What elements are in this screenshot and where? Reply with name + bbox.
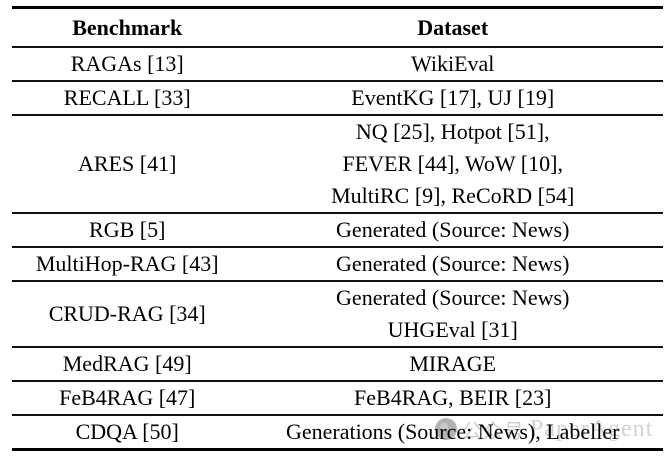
dataset-line: MultiRC [9], ReCoRD [54] [331, 183, 575, 208]
dataset-line: EventKG [17], UJ [19] [351, 85, 555, 110]
benchmark-cell: FeB4RAG [47] [12, 380, 243, 415]
dataset-cell: Generated (Source: News) UHGEval [31] [242, 280, 663, 347]
table-row-ragas: RAGAs [13] WikiEval [12, 47, 663, 81]
benchmark-cell: CRUD-RAG [34] [12, 280, 243, 347]
benchmark-cell: RGB [5] [12, 212, 243, 247]
table-header-row: Benchmark Dataset [12, 7, 663, 48]
dataset-cell: NQ [25], Hotpot [51], FEVER [44], WoW [1… [242, 114, 663, 213]
dataset-cell: Generations (Source: News), Labeller [242, 414, 663, 450]
dataset-line: Generated (Source: News) [336, 251, 570, 276]
dataset-line: Generated (Source: News) [336, 285, 570, 310]
benchmark-cell: RAGAs [13] [70, 51, 184, 76]
column-header-benchmark: Benchmark [12, 7, 243, 48]
table-row-recall: RECALL [33] EventKG [17], UJ [19] [12, 80, 663, 115]
column-header-dataset: Dataset [242, 7, 663, 48]
benchmark-cell: CDQA [50] [12, 414, 243, 450]
dataset-line: FEVER [44], WoW [10], [342, 151, 563, 176]
table-row-crud-rag: CRUD-RAG [34] Generated (Source: News) U… [12, 280, 663, 347]
table-row-rgb: RGB [5] Generated (Source: News) [12, 212, 663, 247]
table-row-medrag: MedRAG [49] MIRAGE [12, 346, 663, 381]
benchmark-dataset-table: Benchmark Dataset RAGAs [13] WikiEval RE… [12, 6, 663, 451]
dataset-line: FeB4RAG, BEIR [23] [354, 385, 552, 410]
benchmark-cell: RECALL [33] [12, 80, 243, 115]
table-row-feb4rag: FeB4RAG [47] FeB4RAG, BEIR [23] [12, 380, 663, 415]
dataset-cell: EventKG [17], UJ [19] [242, 80, 663, 115]
benchmark-cell: MedRAG [49] [12, 346, 243, 381]
dataset-cell: Generated (Source: News) [242, 212, 663, 247]
table-row-ares: ARES [41] NQ [25], Hotpot [51], FEVER [4… [12, 114, 663, 213]
dataset-cell: WikiEval [242, 47, 663, 81]
dataset-cell: Generated (Source: News) [242, 246, 663, 281]
dataset-line: UHGEval [31] [387, 317, 518, 342]
table-row-multihop-rag: MultiHop-RAG [43] Generated (Source: New… [12, 246, 663, 281]
benchmark-cell: MultiHop-RAG [43] [12, 246, 243, 281]
dataset-cell: MIRAGE [242, 346, 663, 381]
table-row-cdqa: CDQA [50] Generations (Source: News), La… [12, 414, 663, 450]
dataset-line: WikiEval [411, 51, 495, 76]
dataset-line: Generated (Source: News) [336, 217, 570, 242]
dataset-line: Generations (Source: News), Labeller [285, 419, 620, 444]
dataset-line: MIRAGE [409, 351, 497, 376]
dataset-cell: FeB4RAG, BEIR [23] [242, 380, 663, 415]
benchmark-cell: ARES [41] [12, 114, 243, 213]
dataset-line: NQ [25], Hotpot [51], [355, 119, 550, 144]
